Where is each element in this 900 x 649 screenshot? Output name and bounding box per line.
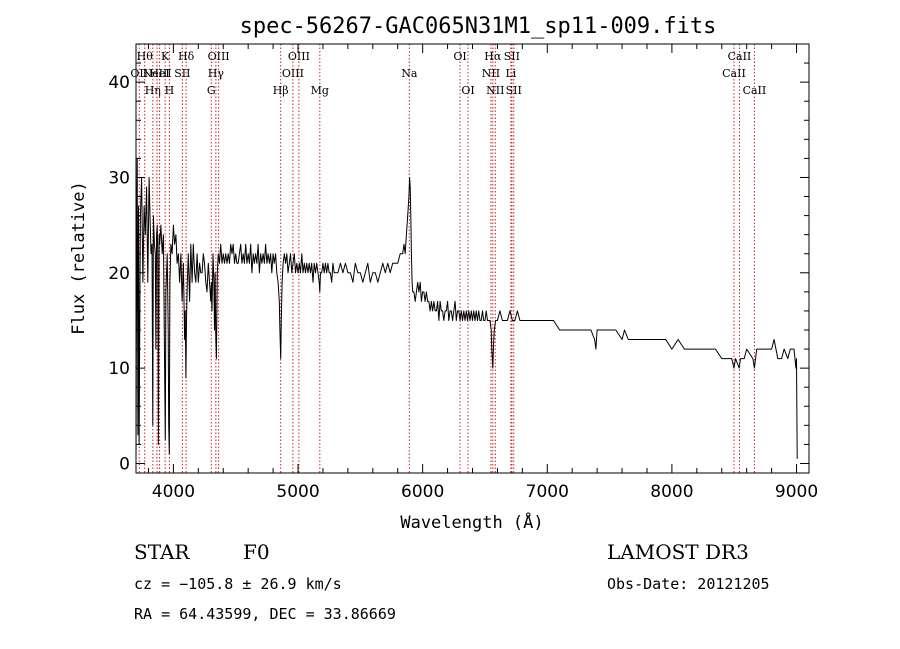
spectral-line-markers bbox=[138, 44, 755, 473]
line-label-4: HeI bbox=[149, 67, 169, 80]
coordinates: RA = 64.43599, DEC = 33.86669 bbox=[134, 605, 396, 623]
line-label-14: OIII bbox=[288, 50, 310, 63]
x-axis-label: Wavelength (Å) bbox=[400, 511, 543, 533]
line-label-18: OI bbox=[461, 84, 474, 97]
line-label-13: OIII bbox=[282, 67, 304, 80]
line-label-2: Hη bbox=[145, 84, 161, 97]
spectrum-line-0 bbox=[135, 157, 798, 459]
y-tick-label-2: 20 bbox=[108, 264, 130, 284]
y-tick-label-1: 10 bbox=[108, 359, 130, 379]
line-label-7: SII bbox=[174, 67, 190, 80]
x-tick-label-4: 8000 bbox=[650, 482, 693, 502]
line-label-20: Hα bbox=[484, 50, 502, 63]
line-label-12: Hβ bbox=[273, 84, 289, 97]
line-label-11: OIII bbox=[208, 50, 230, 63]
line-label-5: K bbox=[161, 50, 170, 63]
line-label-17: OI bbox=[453, 50, 466, 63]
line-label-21: NII bbox=[486, 84, 504, 97]
line-label-3: NeIII bbox=[142, 67, 171, 80]
redshift-value: cz = −105.8 ± 26.9 km/s bbox=[134, 575, 342, 593]
x-tick-label-3: 7000 bbox=[526, 482, 569, 502]
line-label-6: H bbox=[165, 84, 175, 97]
survey-name: LAMOST DR3 bbox=[607, 540, 749, 564]
chart-title: spec-56267-GAC065N31M1_sp11-009.fits bbox=[240, 14, 717, 39]
axis-ticks: 4000 5000 6000 7000 8000 9000 0 10 20 30 40 bbox=[108, 44, 818, 502]
x-tick-label-5: 9000 bbox=[775, 482, 818, 502]
y-tick-label-3: 30 bbox=[108, 168, 130, 188]
spectrum-series bbox=[135, 157, 798, 459]
line-label-27: CaII bbox=[743, 84, 767, 97]
line-label-16: Na bbox=[401, 67, 418, 80]
y-axis-label: Flux (relative) bbox=[69, 181, 89, 335]
line-label-22: Li bbox=[505, 67, 516, 80]
x-tick-label-2: 6000 bbox=[401, 482, 444, 502]
line-label-1: Hθ bbox=[137, 50, 154, 63]
observation-date: Obs-Date: 20121205 bbox=[607, 575, 770, 593]
y-tick-label-0: 0 bbox=[119, 454, 130, 474]
x-tick-label-0: 4000 bbox=[152, 482, 195, 502]
line-label-15: Mg bbox=[311, 84, 329, 97]
line-label-26: CaII bbox=[728, 50, 752, 63]
line-label-8: Hδ bbox=[178, 50, 195, 63]
line-label-19: NII bbox=[482, 67, 500, 80]
x-tick-label-1: 5000 bbox=[276, 482, 319, 502]
line-label-10: Hγ bbox=[208, 67, 225, 80]
line-label-23: SII bbox=[504, 50, 520, 63]
line-label-9: G bbox=[207, 84, 216, 97]
object-subclass: F0 bbox=[243, 540, 270, 564]
object-type: STAR bbox=[134, 540, 190, 564]
line-label-0: OII bbox=[130, 67, 148, 80]
y-tick-label-4: 40 bbox=[108, 73, 130, 93]
plot-frame bbox=[135, 43, 810, 474]
line-label-25: CaII bbox=[722, 67, 746, 80]
line-label-24: SII bbox=[506, 84, 522, 97]
